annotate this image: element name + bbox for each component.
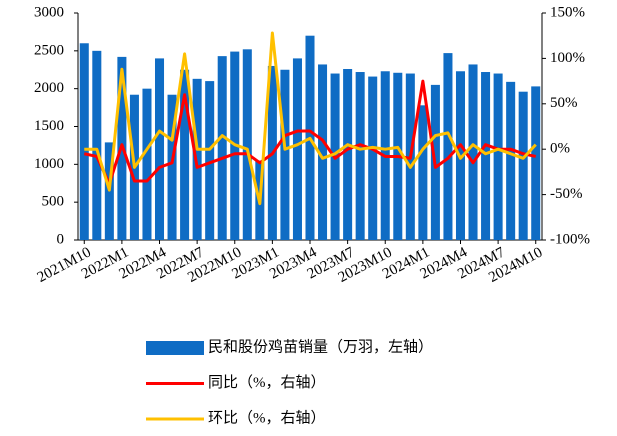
legend-label: 民和股份鸡苗销量（万羽，左轴） xyxy=(208,338,433,355)
bar xyxy=(418,105,428,241)
bar xyxy=(217,56,227,240)
bar xyxy=(531,86,541,240)
y-tick-label: 2000 xyxy=(34,80,64,96)
y2-tick-label: 50% xyxy=(550,95,578,111)
y2-tick-label: 100% xyxy=(550,50,585,66)
bar xyxy=(481,72,491,241)
bar xyxy=(518,91,528,241)
legend-label: 同比（%，右轴） xyxy=(208,374,326,391)
bar xyxy=(355,72,365,241)
bar xyxy=(180,69,190,240)
y2-tick-label: -50% xyxy=(550,186,583,202)
line xyxy=(84,31,537,206)
y-tick-label: 1500 xyxy=(34,118,64,134)
bar xyxy=(167,94,177,240)
y-tick-label: 2500 xyxy=(34,42,64,58)
bar xyxy=(205,81,215,240)
bar xyxy=(92,50,102,241)
bar xyxy=(79,43,89,241)
bar xyxy=(280,69,290,240)
bar xyxy=(142,88,152,241)
y-tick-label: 3000 xyxy=(34,4,64,20)
line xyxy=(83,79,537,186)
legend-label: 环比（%，右轴） xyxy=(208,409,326,426)
bar xyxy=(468,64,478,240)
y-tick-label: 1000 xyxy=(34,156,64,172)
y2-tick-label: 150% xyxy=(550,4,585,20)
y-tick-label: 500 xyxy=(42,194,65,210)
bar xyxy=(343,68,353,240)
legend: 民和股份鸡苗销量（万羽，左轴） 同比（%，右轴） 环比（%，右轴） xyxy=(146,338,433,426)
bar xyxy=(368,76,378,240)
bar xyxy=(506,81,516,241)
bar xyxy=(443,53,453,240)
bar xyxy=(318,64,328,240)
bar xyxy=(493,73,503,241)
legend-swatch xyxy=(146,341,204,355)
y-tick-label: 0 xyxy=(57,231,65,247)
bar xyxy=(292,58,302,241)
bar xyxy=(242,49,252,240)
bar xyxy=(154,58,165,241)
y2-tick-label: -100% xyxy=(550,231,590,247)
y2-tick-label: 0% xyxy=(550,141,570,157)
